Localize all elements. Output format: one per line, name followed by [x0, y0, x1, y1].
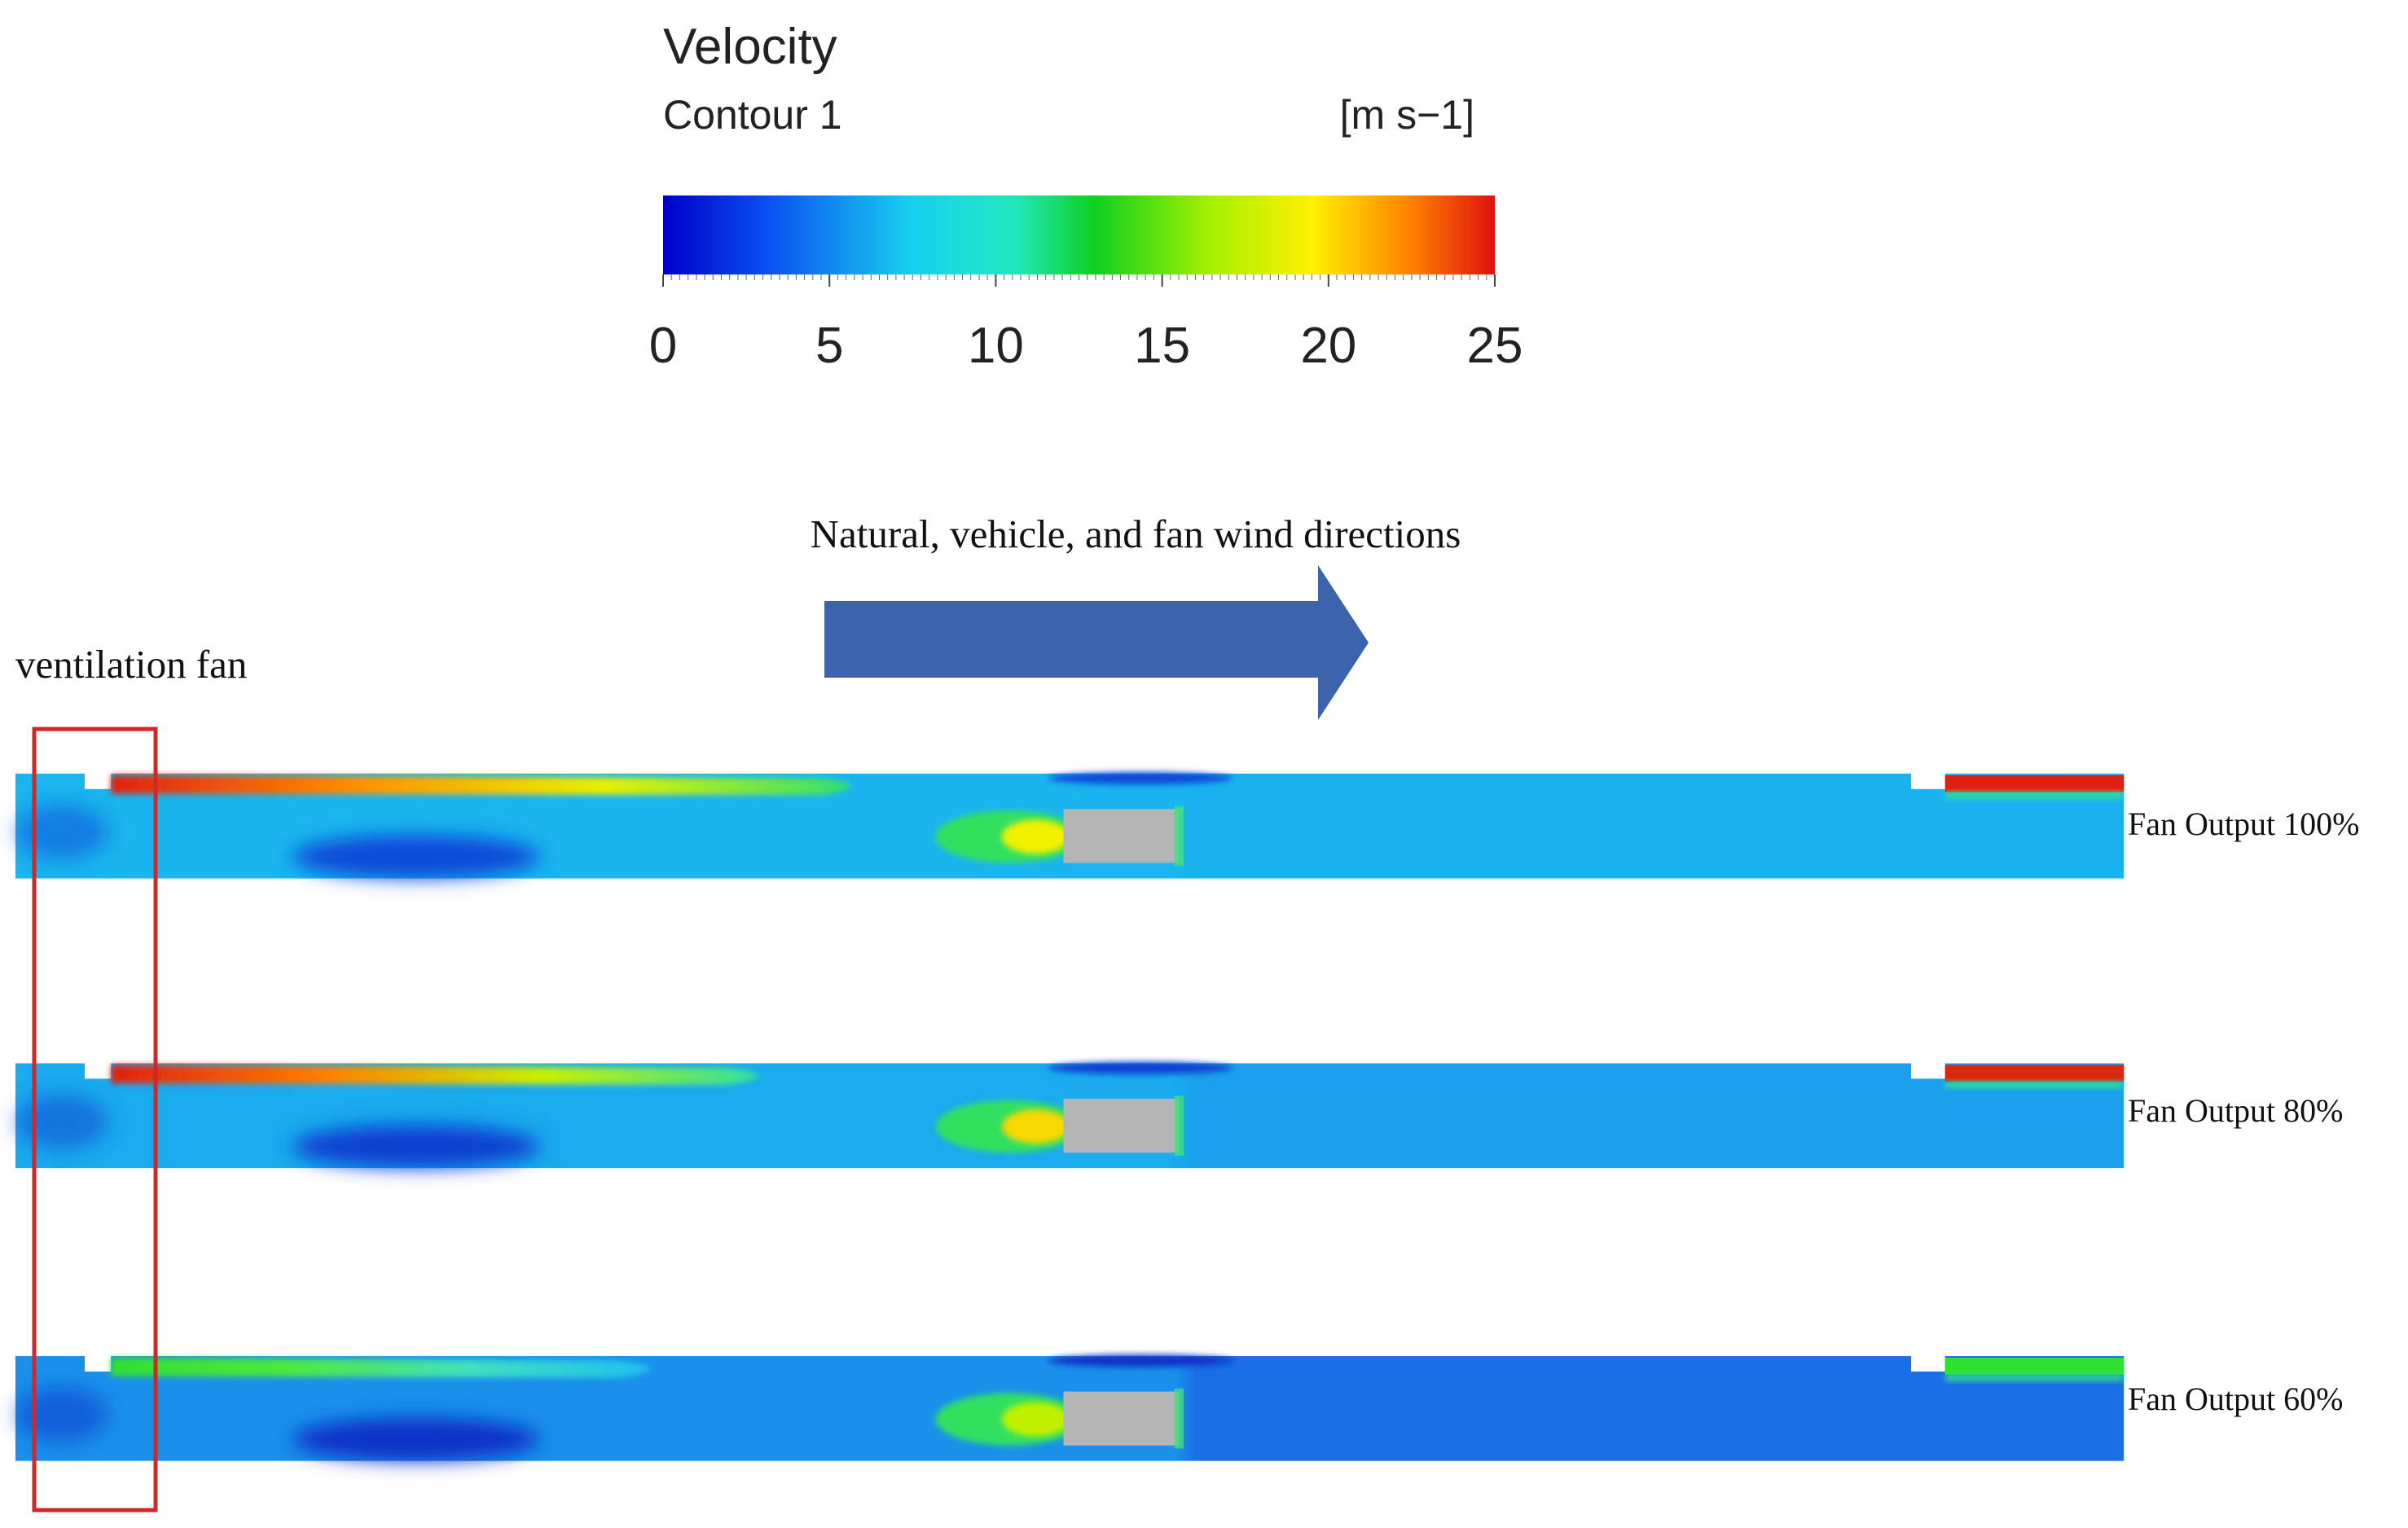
exhaust-jet-edge — [1944, 792, 2125, 799]
fan-label: ventilation fan — [15, 642, 247, 687]
fan-jet — [111, 1357, 651, 1378]
contour-panel — [15, 1355, 2125, 1461]
fan-highlight-box — [32, 727, 158, 1513]
vehicle-wake-core — [1001, 1402, 1070, 1437]
exhaust-jet-edge — [1944, 1082, 2125, 1088]
exhaust-jet-edge — [1944, 1374, 2125, 1381]
colorbar-tick-label: 0 — [649, 318, 677, 374]
colorbar-tick-label: 25 — [1467, 318, 1523, 374]
panels — [15, 771, 2125, 1461]
colorbar-tick-label: 5 — [815, 318, 843, 374]
exhaust-jet — [1944, 775, 2125, 793]
legend-title: Velocity — [663, 19, 837, 75]
fan-jet — [111, 1065, 758, 1085]
vehicle — [1063, 809, 1180, 863]
exhaust-jet — [1944, 1065, 2125, 1082]
vortex — [292, 1417, 540, 1461]
vortex — [15, 804, 108, 860]
vehicle-front — [1174, 1388, 1184, 1449]
panel-label: Fan Output 100% — [2128, 806, 2359, 842]
legend-unit: [m s−1] — [1340, 92, 1474, 138]
contour-panel — [15, 771, 2125, 879]
exhaust-jet — [1944, 1357, 2125, 1375]
panel-label: Fan Output 60% — [2128, 1381, 2343, 1417]
top-low-speed — [1048, 1061, 1233, 1074]
contour-panel — [15, 1061, 2125, 1169]
panel-label: Fan Output 80% — [2128, 1092, 2343, 1129]
wind-arrow — [824, 565, 1369, 720]
top-low-speed — [1048, 1355, 1233, 1368]
legend-subtitle: Contour 1 — [663, 92, 842, 138]
vehicle-wake-core — [1001, 819, 1070, 854]
vehicle-wake-core — [1001, 1109, 1070, 1144]
vortex — [15, 1094, 108, 1150]
colorbar — [663, 195, 1495, 274]
vortex — [15, 1386, 108, 1442]
vehicle-front — [1174, 1096, 1184, 1156]
vehicle — [1063, 1391, 1180, 1446]
colorbar-minor-ticks — [662, 274, 1496, 280]
colorbar-tick-label: 15 — [1134, 318, 1190, 374]
arrow-label: Natural, vehicle, and fan wind direction… — [811, 512, 1461, 556]
vehicle — [1063, 1098, 1180, 1153]
vortex — [292, 835, 540, 879]
vortex — [292, 1125, 540, 1169]
vehicle-front — [1174, 806, 1184, 867]
colorbar-tick-label: 10 — [968, 318, 1024, 374]
colorbar-tick-label: 20 — [1300, 318, 1356, 374]
fan-jet — [111, 775, 851, 796]
top-low-speed — [1048, 771, 1233, 785]
